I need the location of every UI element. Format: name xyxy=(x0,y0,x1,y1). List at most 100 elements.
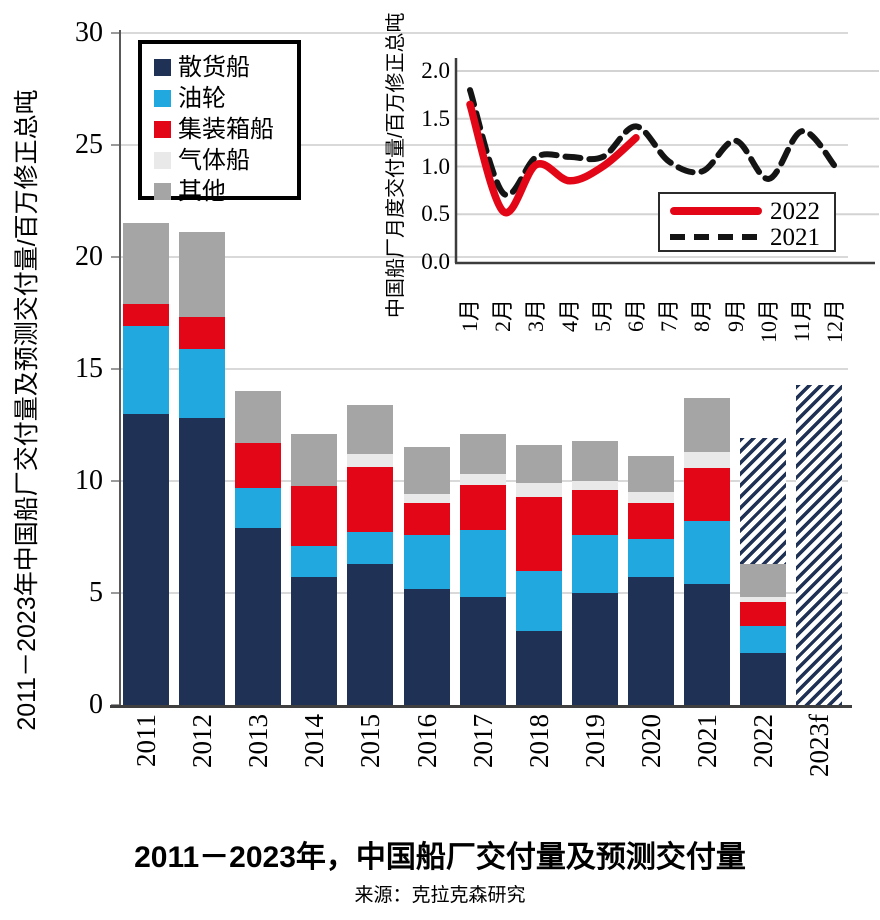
bar-segment-其他-2011 xyxy=(123,223,169,304)
bar-segment-其他-2020 xyxy=(627,456,674,493)
bar-segment-散货船-2020 xyxy=(627,577,674,705)
bar-2019 xyxy=(571,440,618,705)
xtick-label-2012: 2012 xyxy=(187,714,218,768)
inset-legend-sample-2022 xyxy=(670,207,762,215)
bar-segment-油轮-2019 xyxy=(571,534,618,593)
bar-segment-集装箱船-2015 xyxy=(347,467,394,533)
legend-label-集装箱船: 集装箱船 xyxy=(178,115,274,143)
bar-segment-气体船-2017 xyxy=(459,474,506,486)
xtick-label-2011: 2011 xyxy=(131,714,161,767)
ytick-label-5: 5 xyxy=(89,577,103,608)
inset-ytick-label-2.0: 2.0 xyxy=(421,58,450,83)
xtick-label-2015: 2015 xyxy=(355,714,386,768)
bar-segment-其他-2021 xyxy=(684,398,730,452)
bar-segment-其他-2022 xyxy=(740,563,787,598)
inset-ytick-label-1.0: 1.0 xyxy=(421,153,450,179)
bar-2017 xyxy=(459,434,506,705)
xtick-label-2014: 2014 xyxy=(299,714,330,768)
bar-segment-气体船-2019 xyxy=(571,480,618,490)
bar-segment-油轮-2018 xyxy=(515,570,562,632)
bar-segment-散货船-2016 xyxy=(403,588,450,706)
main-x-axis xyxy=(110,705,852,708)
bar-segment-集装箱船-2011 xyxy=(123,303,169,327)
main-bar-chart: 0 5 10 15 20 25 30 2011 2012 2013 2014 2015 2016 2017… xyxy=(13,17,852,777)
gridline-15 xyxy=(119,368,848,370)
ytick-label-20: 20 xyxy=(75,241,103,272)
ytick-label-0: 0 xyxy=(89,689,103,720)
inset-xtick-label-5月: 5月 xyxy=(589,299,615,333)
bar-segment-其他-2018 xyxy=(515,445,562,484)
inset-ytick-label-0.5: 0.5 xyxy=(421,201,450,227)
inset-legend-label-2022: 2022 xyxy=(770,197,820,225)
bar-segment-集装箱船-2019 xyxy=(571,489,618,535)
ytick-mark-25 xyxy=(111,144,119,146)
bar-segment-集装箱船-2013 xyxy=(235,442,282,488)
ytick-label-30: 30 xyxy=(75,17,103,48)
bar-segment-其他-2012 xyxy=(179,232,226,318)
bar-segment-气体船-2018 xyxy=(515,483,562,497)
xtick-label-2022: 2022 xyxy=(748,714,779,768)
bar-segment-其他-2015 xyxy=(347,404,394,455)
inset-line-chart: 0.0 0.5 1.0 1.5 2.0 1月 2月 3月 4月 5月 6月 7月 8月 9月 10月 11月 1… xyxy=(380,12,880,360)
bar-segment-油轮-2014 xyxy=(291,546,338,578)
bar-segment-油轮-2012 xyxy=(179,348,226,419)
bar-segment-集装箱船-2016 xyxy=(403,503,450,535)
chart-source: 来源：克拉克森研究 xyxy=(354,885,526,906)
bar-2023f xyxy=(796,384,843,705)
legend-item-其他: 其他 xyxy=(154,176,293,207)
inset-legend-item-2021: 2021 xyxy=(670,224,826,250)
inset-line-2021 xyxy=(467,87,839,199)
bar-segment-散货船-2018 xyxy=(515,631,562,705)
bar-segment-散货船-2012 xyxy=(179,418,226,705)
xtick-label-2021: 2021 xyxy=(692,714,722,768)
xtick-label-2020: 2020 xyxy=(635,714,666,768)
legend-label-油轮: 油轮 xyxy=(178,84,226,112)
inset-ytick-label-1.5: 1.5 xyxy=(421,105,450,131)
inset-legend-sample-2021 xyxy=(670,234,762,240)
bar-segment-油轮-2021 xyxy=(684,521,730,585)
bar-2014 xyxy=(291,434,338,706)
main-y-axis xyxy=(119,30,121,707)
bar-segment-集装箱船-2014 xyxy=(291,485,338,546)
bar-segment-气体船-2020 xyxy=(627,492,674,504)
inset-xtick-label-7月: 7月 xyxy=(656,299,682,333)
bar-segment-散货船-2022 xyxy=(740,653,787,705)
inset-legend-label-2021: 2021 xyxy=(770,223,820,251)
inset-xtick-label-1月: 1月 xyxy=(457,299,482,333)
bar-2022 xyxy=(740,438,787,705)
ytick-mark-5 xyxy=(111,592,119,594)
legend-label-气体船: 气体船 xyxy=(178,146,250,174)
xtick-label-2019: 2019 xyxy=(579,714,610,768)
main-y-axis-title: 2011－2023年中国船厂交付量及预测交付量/百万修正总吨 xyxy=(13,89,41,731)
bar-segment-油轮-2020 xyxy=(627,539,674,578)
bar-segment-油轮-2016 xyxy=(403,534,450,589)
bar-2018 xyxy=(515,445,562,705)
xtick-label-2018: 2018 xyxy=(523,714,554,768)
gridline-20 xyxy=(119,256,848,258)
xtick-label-2017: 2017 xyxy=(467,714,498,768)
bar-segment-气体船-2016 xyxy=(403,494,450,504)
inset-xtick-label-11月: 11月 xyxy=(789,299,814,343)
ytick-label-25: 25 xyxy=(75,129,103,160)
bar-2015 xyxy=(347,404,394,705)
xtick-label-2013: 2013 xyxy=(243,714,274,768)
gridline-30 xyxy=(119,32,848,34)
xtick-label-2016: 2016 xyxy=(411,714,442,768)
main-legend: 散货船 油轮 集装箱船 气体船 其他 xyxy=(138,40,301,203)
bar-2020 xyxy=(627,456,674,705)
xtick-label-2023f: 2023f xyxy=(804,714,835,777)
bar-segment-散货船-2011 xyxy=(123,413,169,705)
legend-swatch-其他 xyxy=(154,183,171,200)
inset-xtick-label-8月: 8月 xyxy=(689,299,715,333)
inset-line-2022 xyxy=(466,100,640,217)
bar-segment-集装箱船-2022 xyxy=(740,601,787,627)
bar-segment-油轮-2017 xyxy=(459,530,506,598)
bar-segment-气体船-2015 xyxy=(347,454,394,468)
bar-segment-其他-2014 xyxy=(291,434,338,486)
bar-segment-集装箱船-2017 xyxy=(459,485,506,531)
bar-segment-集装箱船-2018 xyxy=(515,496,562,571)
bar-segment-散货船-2014 xyxy=(291,577,338,706)
legend-swatch-气体船 xyxy=(154,152,171,169)
bar-segment-气体船-2022 xyxy=(740,597,787,602)
